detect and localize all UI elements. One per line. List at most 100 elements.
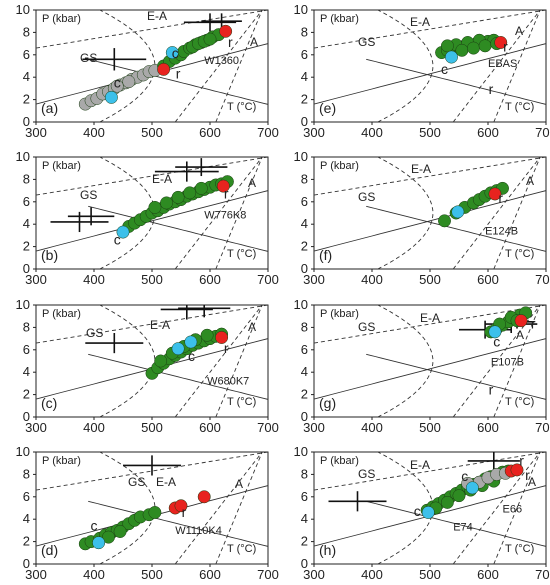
series bbox=[216, 179, 230, 193]
y-axis-label: P (kbar) bbox=[42, 308, 81, 320]
y-tick-label: 0 bbox=[23, 114, 30, 129]
field-label-gs: GS bbox=[80, 188, 97, 202]
y-tick-label: 4 bbox=[23, 69, 30, 84]
boundary-solid-falling bbox=[366, 58, 546, 105]
error-cross bbox=[328, 491, 387, 512]
series bbox=[171, 335, 198, 356]
y-tick-label: 10 bbox=[16, 149, 30, 164]
boundary-dashed-ea bbox=[174, 452, 263, 564]
series bbox=[445, 50, 458, 64]
sample-label: W1110K4 bbox=[175, 525, 222, 537]
series bbox=[104, 46, 179, 104]
x-tick-label: 700 bbox=[257, 420, 279, 435]
field-label-gs: GS bbox=[358, 467, 375, 481]
x-tick-label: 700 bbox=[535, 125, 550, 140]
point-label: c bbox=[114, 231, 121, 247]
boundary-solid-rising bbox=[314, 338, 546, 400]
field-label-a: A bbox=[528, 475, 536, 489]
field-label-ea: E-A bbox=[410, 15, 430, 29]
boundary-dashed-gs bbox=[377, 157, 434, 269]
boundary-solid-rising bbox=[314, 190, 546, 252]
boundary-dashed-ea bbox=[174, 157, 263, 269]
field-label-a: A bbox=[248, 176, 256, 190]
x-tick-label: 600 bbox=[477, 420, 499, 435]
boundary-solid-falling bbox=[88, 58, 268, 105]
series bbox=[116, 225, 130, 239]
data-point bbox=[488, 187, 502, 201]
x-tick-label: 400 bbox=[361, 125, 383, 140]
panel-label: (h) bbox=[319, 542, 336, 558]
x-axis-label: T (°C) bbox=[227, 248, 256, 260]
field-label-ea: E-A bbox=[152, 172, 172, 186]
point-label: c bbox=[188, 348, 195, 364]
point-label: r bbox=[531, 316, 536, 332]
data-point bbox=[455, 43, 469, 57]
x-tick-label: 600 bbox=[199, 125, 221, 140]
error-cross bbox=[67, 207, 115, 226]
y-tick-label: 0 bbox=[301, 409, 308, 424]
x-tick-label: 400 bbox=[83, 420, 105, 435]
y-tick-label: 8 bbox=[23, 466, 30, 481]
point-label: r bbox=[503, 38, 508, 54]
data-point bbox=[510, 463, 524, 477]
y-tick-label: 8 bbox=[301, 466, 308, 481]
point-label: c bbox=[172, 45, 179, 61]
data-point bbox=[200, 328, 214, 342]
x-tick-label: 500 bbox=[419, 420, 441, 435]
series bbox=[421, 481, 479, 519]
boundary-dashed-gs bbox=[99, 157, 156, 269]
data-point bbox=[110, 79, 124, 93]
y-tick-label: 6 bbox=[301, 489, 308, 504]
boundary-dashed-ea bbox=[452, 10, 541, 122]
field-label-ea: E-A bbox=[147, 9, 167, 23]
plot-frame bbox=[313, 156, 547, 270]
field-label-ea: E-A bbox=[150, 318, 170, 332]
boundary-dashed-a bbox=[215, 10, 263, 122]
panel-label: (e) bbox=[319, 100, 336, 116]
data-point bbox=[171, 342, 185, 356]
boundary-solid-falling bbox=[366, 353, 546, 400]
x-tick-label: 400 bbox=[361, 567, 383, 582]
error-cross bbox=[467, 452, 520, 472]
panel-g: P (kbar) T (°C) GS E-A A (g) E107B 300 40… bbox=[294, 297, 550, 435]
plot-area bbox=[314, 157, 546, 269]
y-tick-label: 0 bbox=[301, 556, 308, 571]
y-axis-label: P (kbar) bbox=[320, 160, 359, 172]
y-tick-label: 6 bbox=[23, 194, 30, 209]
y-tick-label: 10 bbox=[16, 2, 30, 17]
plot-area bbox=[36, 157, 268, 269]
point-label: c bbox=[493, 333, 500, 349]
field-label-ea: E-A bbox=[411, 162, 431, 176]
series bbox=[514, 314, 528, 328]
x-tick-label: 400 bbox=[83, 272, 105, 287]
data-point bbox=[148, 506, 162, 519]
data-point bbox=[160, 196, 173, 210]
x-tick-label: 700 bbox=[535, 567, 550, 582]
boundary-dashed-gs bbox=[377, 305, 434, 417]
y-tick-label: 8 bbox=[301, 319, 308, 334]
series bbox=[122, 175, 234, 233]
point-label: r bbox=[525, 467, 530, 483]
panel-f: P (kbar) T (°C) GS E-A A (f) E124B 300 40… bbox=[294, 149, 550, 287]
boundary-dashed-gs bbox=[99, 10, 156, 122]
data-point bbox=[122, 75, 136, 89]
y-tick-label: 2 bbox=[23, 92, 30, 107]
series bbox=[435, 33, 504, 60]
boundary-dashed-a bbox=[493, 157, 541, 269]
y-tick-label: 4 bbox=[301, 511, 308, 526]
x-axis-label: T (°C) bbox=[227, 396, 256, 408]
data-point bbox=[216, 179, 230, 193]
x-axis-label: T (°C) bbox=[227, 101, 256, 113]
data-point bbox=[478, 39, 492, 53]
plot-frame bbox=[35, 304, 269, 418]
data-point bbox=[174, 499, 188, 513]
boundary-dashed-ea bbox=[174, 305, 263, 417]
x-tick-label: 300 bbox=[25, 272, 47, 287]
x-tick-label: 500 bbox=[141, 567, 163, 582]
y-tick-label: 4 bbox=[23, 216, 30, 231]
panel-label: (a) bbox=[41, 100, 58, 116]
data-point bbox=[154, 354, 168, 368]
data-point bbox=[102, 530, 115, 544]
axes: 300 400 500 600 700 0 2 4 6 8 10 bbox=[294, 2, 550, 140]
point-label: r bbox=[228, 34, 233, 50]
